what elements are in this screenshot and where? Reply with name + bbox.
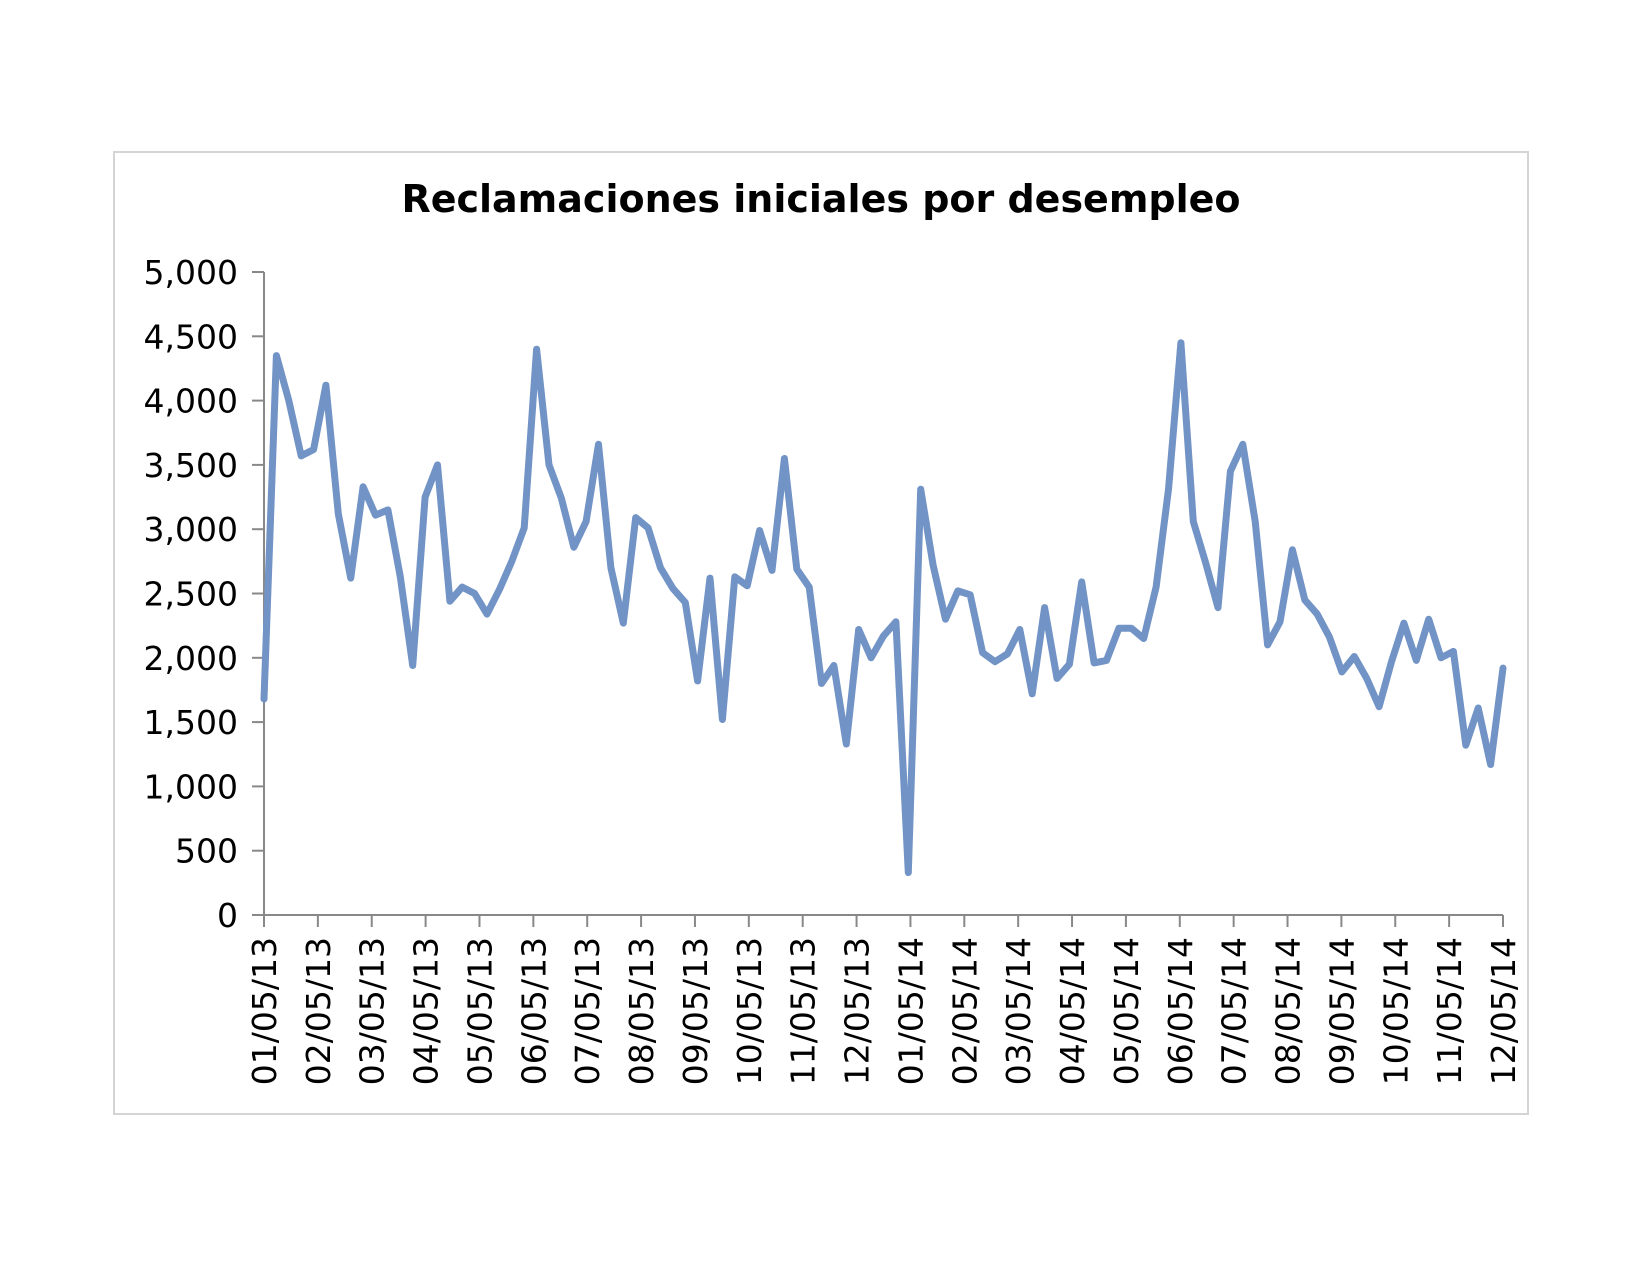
x-tick-label: 12/05/14 bbox=[1484, 937, 1523, 1085]
series-line bbox=[260, 339, 1507, 877]
chart-title: Reclamaciones iniciales por desempleo bbox=[401, 177, 1241, 221]
x-tick-label: 04/05/13 bbox=[407, 937, 446, 1085]
x-tick-label: 04/05/14 bbox=[1053, 937, 1092, 1085]
x-tick-label: 05/05/13 bbox=[460, 937, 499, 1085]
x-tick-label: 08/05/13 bbox=[622, 937, 661, 1085]
y-tick-label: 3,500 bbox=[144, 446, 238, 485]
x-tick-label: 02/05/14 bbox=[945, 937, 984, 1085]
x-tick-label: 07/05/14 bbox=[1215, 937, 1254, 1085]
x-tick-label: 11/05/14 bbox=[1430, 937, 1469, 1085]
x-tick-label: 02/05/13 bbox=[299, 937, 338, 1085]
x-tick-label: 09/05/14 bbox=[1322, 937, 1361, 1085]
x-tick-label: 08/05/14 bbox=[1269, 937, 1308, 1085]
x-tick-label: 06/05/13 bbox=[514, 937, 553, 1085]
x-tick-label: 07/05/13 bbox=[568, 937, 607, 1085]
chart-frame: Reclamaciones iniciales por desempleo bbox=[113, 151, 1529, 1115]
x-tick-label: 12/05/13 bbox=[838, 937, 877, 1085]
y-tick-label: 4,000 bbox=[144, 382, 238, 421]
y-tick-label: 1,500 bbox=[144, 703, 238, 742]
y-tick-label: 3,000 bbox=[144, 510, 238, 549]
x-tick-label: 03/05/13 bbox=[353, 937, 392, 1085]
x-tick-label: 03/05/14 bbox=[999, 937, 1038, 1085]
x-tick-label: 06/05/14 bbox=[1161, 937, 1200, 1085]
y-tick-label: 1,000 bbox=[144, 767, 238, 806]
y-tick-label: 5,000 bbox=[144, 253, 238, 292]
line-chart: 0 500 1,000 1,500 2,000 2,500 3,000 3,500 4,000 4… bbox=[144, 253, 1523, 1085]
x-tick-label: 10/05/13 bbox=[730, 937, 769, 1085]
x-tick-label: 01/05/13 bbox=[245, 937, 284, 1085]
x-tick-label: 01/05/14 bbox=[891, 937, 930, 1085]
y-tick-label: 500 bbox=[175, 832, 238, 871]
y-tick-label: 0 bbox=[217, 896, 238, 935]
x-tick-label: 09/05/13 bbox=[676, 937, 715, 1085]
x-tick-label: 10/05/14 bbox=[1376, 937, 1415, 1085]
y-tick-label: 4,500 bbox=[144, 317, 238, 356]
y-tick-label: 2,000 bbox=[144, 639, 238, 678]
y-tick-label: 2,500 bbox=[144, 575, 238, 614]
x-tick-label: 05/05/14 bbox=[1107, 937, 1146, 1085]
x-tick-label: 11/05/13 bbox=[784, 937, 823, 1085]
